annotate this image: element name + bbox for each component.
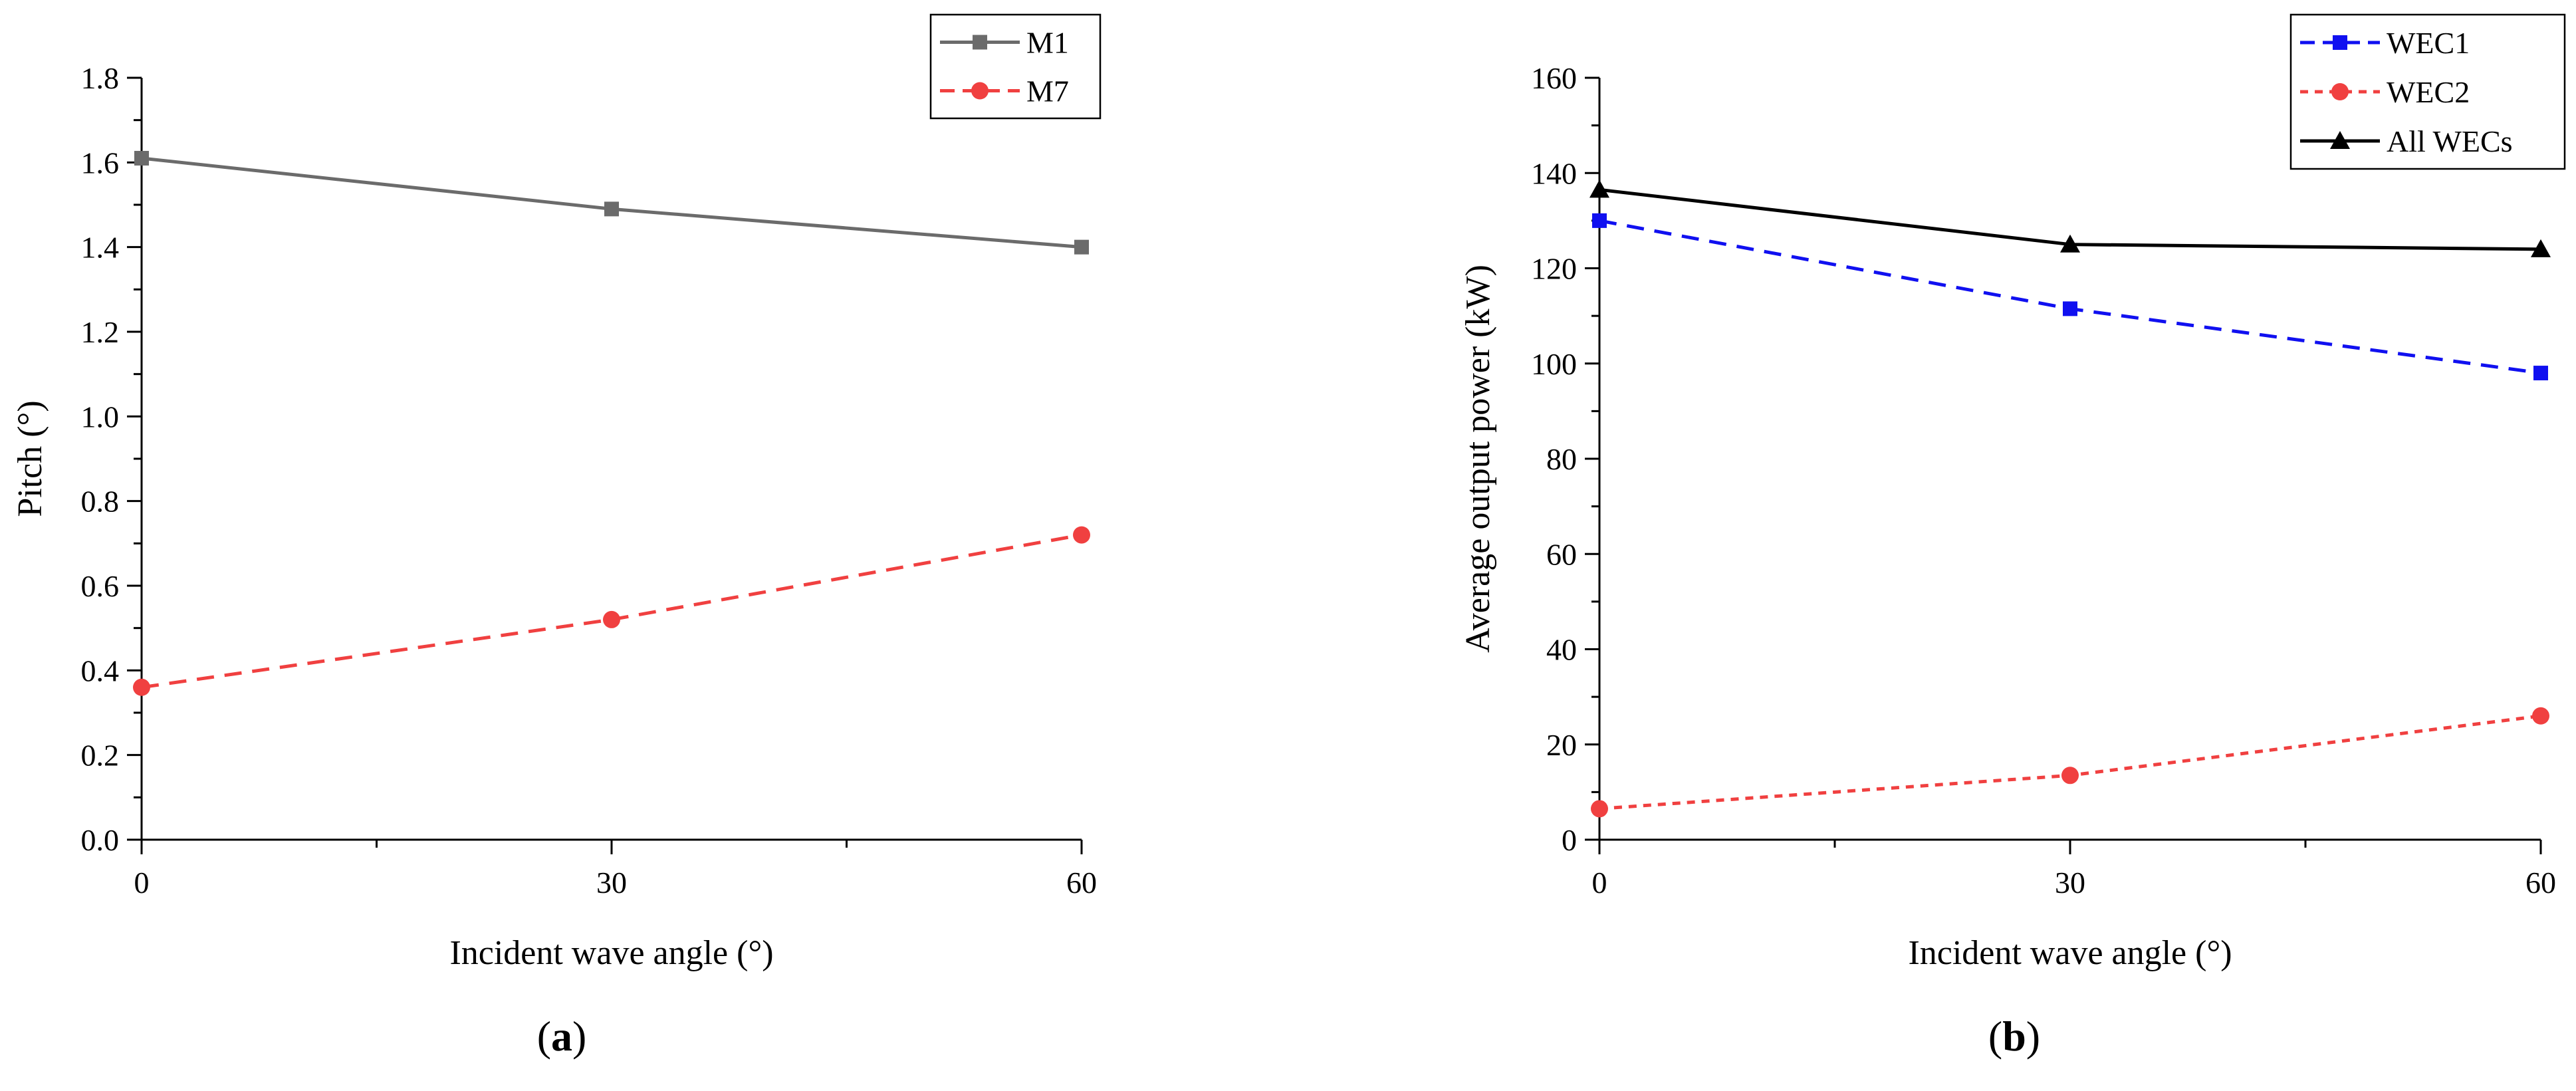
data-point-m7 (133, 678, 150, 696)
x-tick-label: 60 (1066, 866, 1097, 900)
caption-letter: b (2002, 1013, 2026, 1060)
legend-marker-wec1 (2333, 35, 2347, 50)
y-tick-label: 0 (1562, 823, 1577, 857)
y-tick-label: 20 (1546, 728, 1577, 762)
y-tick-label: 1.6 (81, 146, 120, 180)
caption-letter: a (551, 1013, 572, 1060)
legend-label-m7: M7 (1026, 74, 1069, 108)
panel-caption: (a) (537, 1013, 587, 1060)
y-tick-label: 120 (1531, 252, 1577, 286)
y-tick-label: 140 (1531, 156, 1577, 190)
data-point-wec1 (1592, 213, 1607, 228)
data-point-wec1 (2533, 366, 2548, 381)
y-tick-label: 0.2 (81, 739, 120, 773)
series-all-wecs (1589, 180, 2551, 257)
caption-close-paren: ) (572, 1013, 586, 1060)
series-m7 (133, 526, 1090, 696)
series-wec1 (1592, 213, 2548, 381)
y-tick-label: 0.4 (81, 654, 120, 687)
y-tick-label: 1.4 (81, 231, 120, 265)
series-line-wec2 (1599, 714, 2541, 810)
series-wec2 (1591, 707, 2549, 818)
caption-open-paren: ( (537, 1013, 551, 1060)
data-point-wec2 (2061, 767, 2079, 785)
data-point-all-wecs (1589, 180, 1609, 198)
caption-close-paren: ) (2026, 1013, 2040, 1060)
data-point-all-wecs (2531, 239, 2551, 257)
y-axis-title: Pitch (°) (11, 400, 49, 517)
y-tick-label: 100 (1531, 347, 1577, 381)
caption-open-paren: ( (1988, 1013, 2002, 1060)
y-tick-label: 0.8 (81, 485, 120, 519)
legend-label-all-wecs: All WECs (2387, 124, 2513, 158)
legend-marker-all-wecs (2330, 131, 2350, 149)
chart-panel-a: 0.0 0.2 0.4 0.6 0.8 1.0 1.2 1.4 1.6 1.8 0 30 60 Incid… (11, 13, 1102, 1060)
y-tick-label: 0.0 (81, 823, 120, 857)
y-tick-label: 1.0 (81, 400, 120, 433)
y-axis-title: Average output power (kW) (1459, 265, 1497, 653)
y-tick-label: 60 (1546, 537, 1577, 571)
legend-marker-wec2 (2331, 83, 2349, 100)
data-point-m7 (1073, 526, 1090, 544)
x-tick-label: 0 (134, 866, 150, 900)
legend: WEC1 WEC2 All WECs (2289, 13, 2566, 170)
panel-caption: (b) (1988, 1013, 2040, 1060)
data-point-m1 (1074, 239, 1089, 255)
legend-label-m1: M1 (1026, 26, 1069, 60)
data-point-m7 (603, 610, 620, 628)
y-tick-label: 40 (1546, 633, 1577, 667)
legend-box (929, 13, 1102, 120)
chart-panel-b: 0 20 40 60 80 100 120 140 160 0 30 60 Incident wave … (1459, 13, 2566, 1060)
x-tick-label: 30 (2055, 866, 2085, 900)
y-tick-label: 1.2 (81, 315, 120, 349)
data-point-m1 (134, 150, 149, 166)
legend-label-wec1: WEC1 (2387, 26, 2470, 60)
data-point-all-wecs (2060, 234, 2080, 253)
data-point-wec2 (2532, 707, 2549, 725)
y-tick-label: 1.8 (81, 61, 120, 95)
x-axis-title: Incident wave angle (°) (1908, 934, 2232, 972)
x-axis-title: Incident wave angle (°) (449, 934, 773, 972)
data-point-wec1 (2063, 301, 2077, 316)
legend-marker-m7 (971, 82, 989, 100)
x-tick-label: 30 (596, 866, 627, 900)
x-tick-label: 0 (1592, 866, 1607, 900)
series-m1 (134, 150, 1089, 255)
data-point-wec2 (1591, 800, 1608, 818)
x-tick-label: 60 (2525, 866, 2556, 900)
data-point-m1 (604, 201, 619, 217)
legend-label-wec2: WEC2 (2387, 75, 2470, 109)
y-tick-label: 80 (1546, 442, 1577, 476)
legend-marker-m1 (973, 35, 987, 50)
y-tick-label: 0.6 (81, 569, 120, 603)
y-tick-label: 160 (1531, 61, 1577, 95)
